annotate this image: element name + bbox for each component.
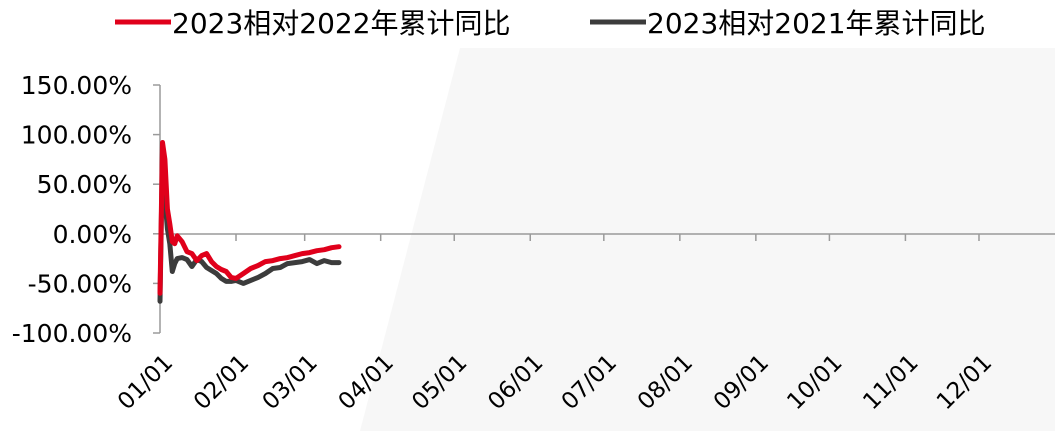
x-tick-label: 02/01 [189, 350, 254, 415]
legend-label-series-1: 2023相对2022年累计同比 [172, 7, 511, 40]
series-line-1 [157, 140, 342, 296]
legend: 2023相对2022年累计同比 2023相对2021年累计同比 [115, 7, 986, 40]
x-tick-label: 03/01 [258, 350, 323, 415]
y-tick-label: 50.00% [37, 170, 132, 199]
y-tick-labels: 150.00% 100.00% 50.00% 0.00% -50.00% -100.00% [12, 71, 132, 348]
y-tick-label: 150.00% [21, 71, 132, 100]
y-tick-label: 100.00% [21, 121, 132, 150]
y-tick-label: -100.00% [12, 319, 132, 348]
y-tick-label: 0.00% [53, 220, 132, 249]
y-tick-label: -50.00% [28, 269, 132, 298]
x-tick-label: 01/01 [113, 350, 178, 415]
series-line-2 [157, 150, 342, 304]
background-light-panel [360, 48, 1055, 431]
series-lines [157, 140, 342, 304]
legend-label-series-2: 2023相对2021年累计同比 [647, 7, 986, 40]
